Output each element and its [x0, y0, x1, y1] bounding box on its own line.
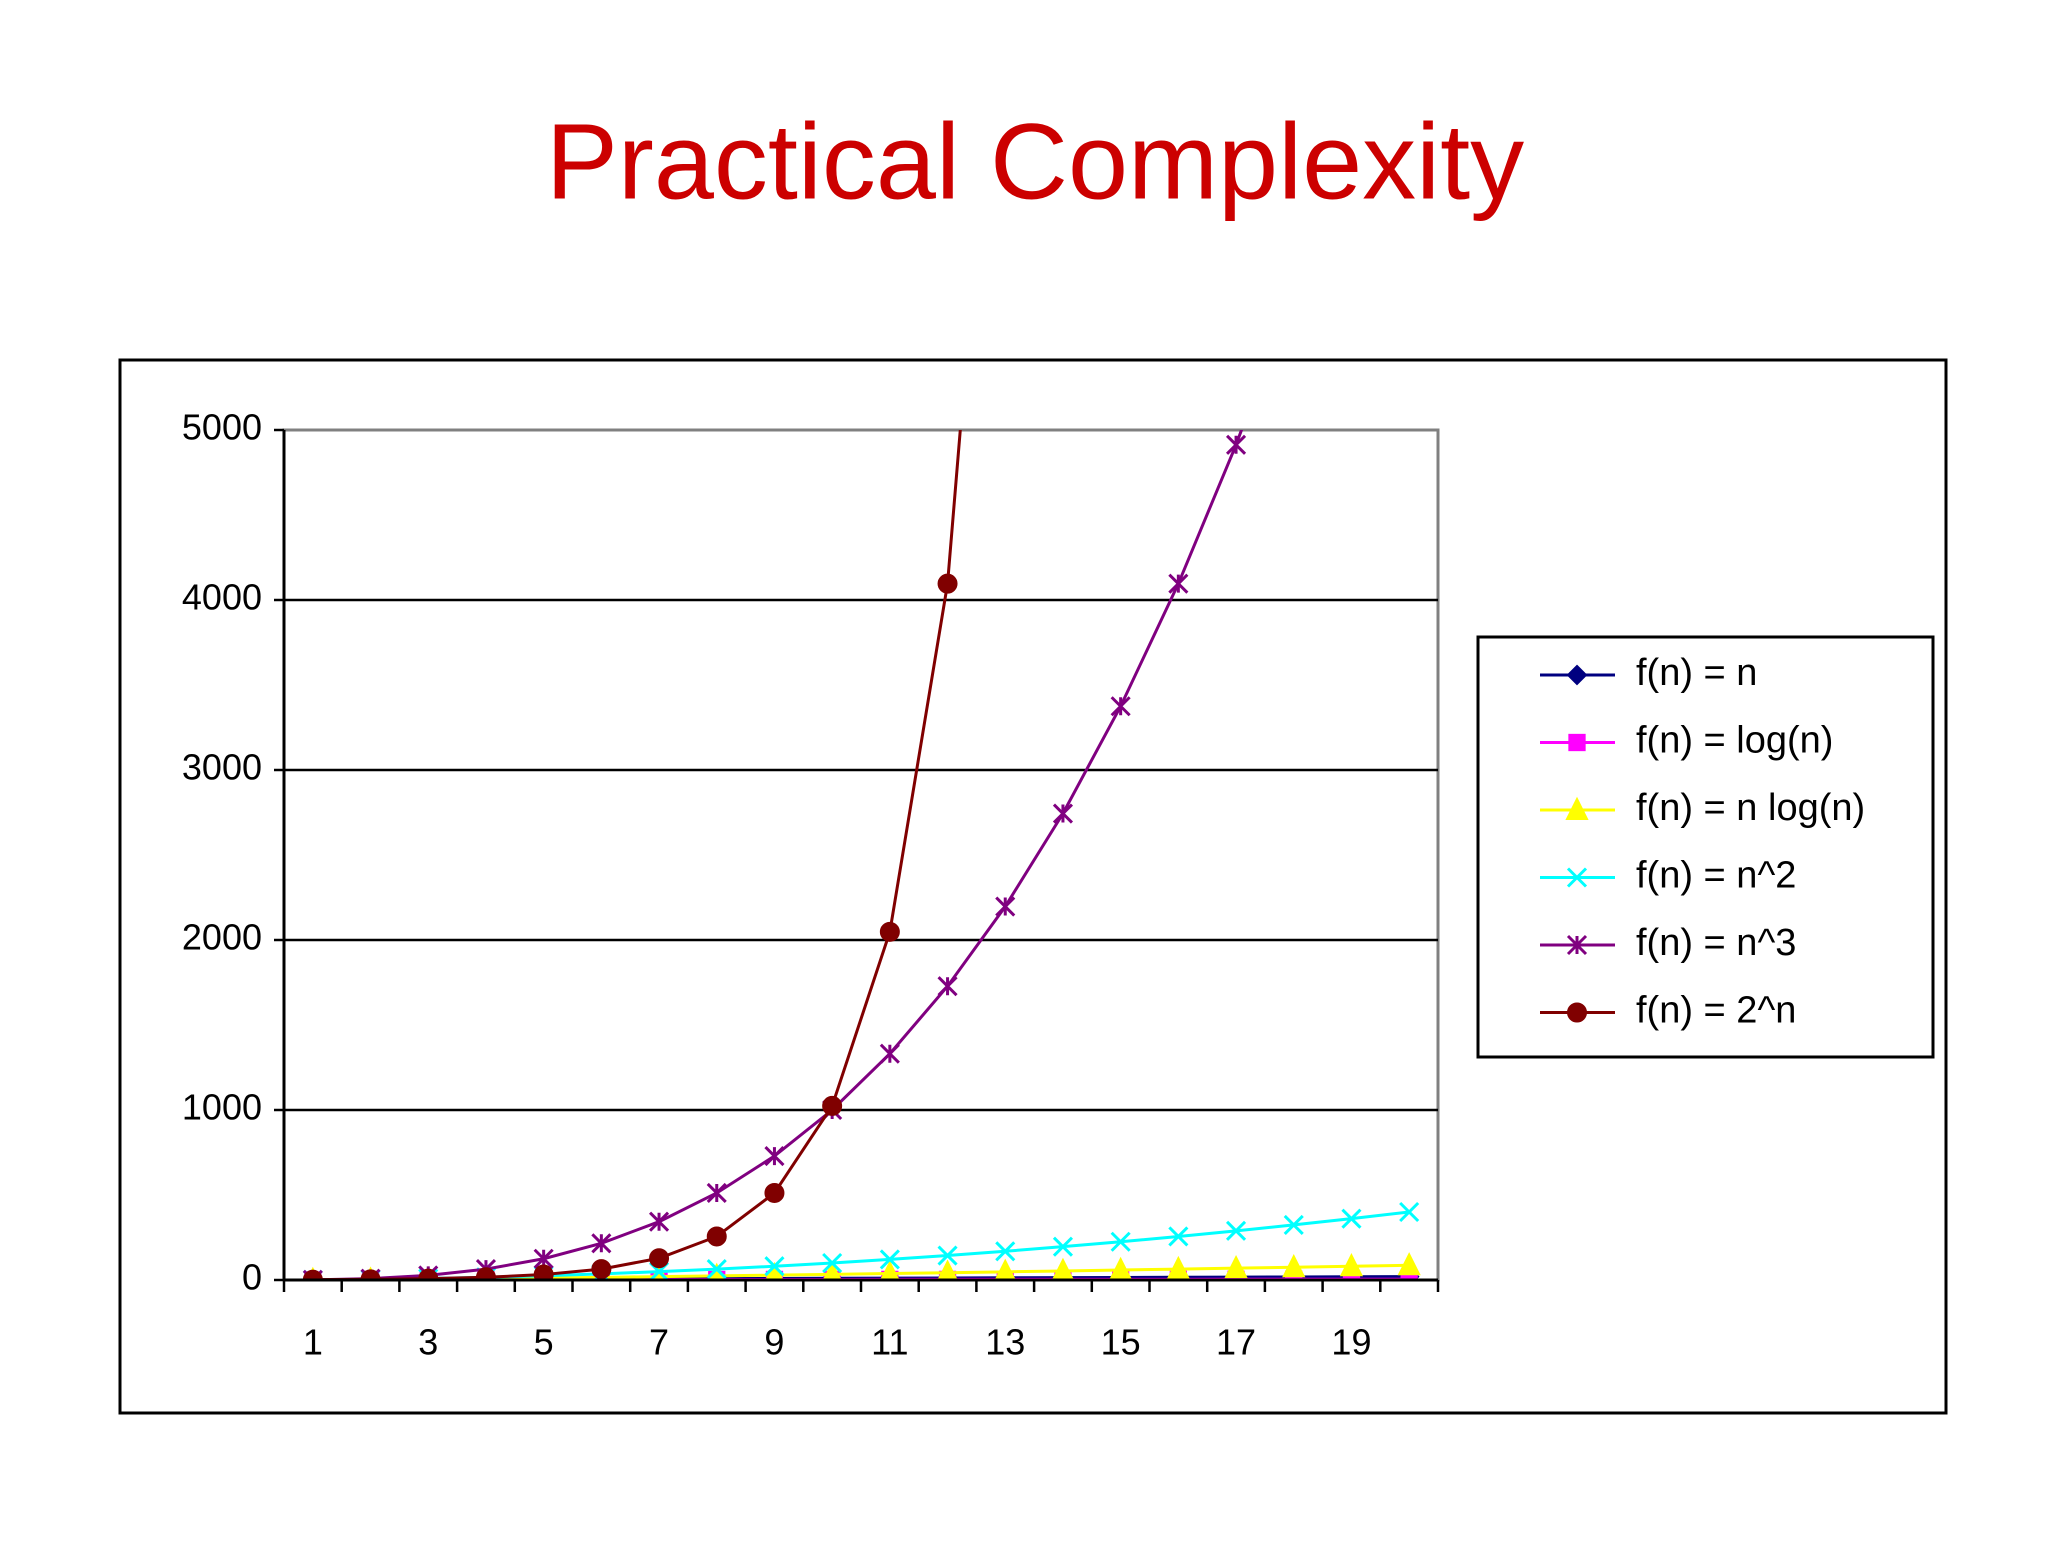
x-tick-label: 7 [649, 1322, 669, 1363]
marker [822, 1261, 842, 1280]
y-tick-label: 1000 [182, 1087, 262, 1128]
marker [1168, 573, 1189, 594]
marker [1568, 733, 1586, 752]
x-tick-label: 3 [418, 1322, 438, 1363]
x-tick-label: 13 [985, 1322, 1025, 1363]
marker [1566, 934, 1588, 956]
marker [822, 1252, 843, 1274]
marker [937, 1245, 958, 1266]
marker [533, 1264, 554, 1280]
marker [475, 1267, 496, 1280]
marker [1285, 280, 1303, 298]
marker [1283, 1214, 1304, 1235]
marker [764, 1146, 785, 1167]
legend-label: f(n) = n [1636, 652, 1757, 694]
marker [1225, 434, 1247, 455]
marker [765, 1261, 784, 1280]
x-tick-label: 17 [1216, 1322, 1256, 1363]
series-layer [302, 280, 1421, 1280]
marker [1166, 1255, 1190, 1280]
marker [764, 1256, 785, 1277]
marker [1567, 1002, 1587, 1023]
legend-label: f(n) = 2^n [1636, 990, 1796, 1032]
marker [706, 1259, 727, 1280]
marker [648, 1211, 670, 1232]
marker [1282, 1254, 1306, 1278]
marker [1339, 1253, 1364, 1277]
marker [1110, 1231, 1131, 1252]
marker [1566, 867, 1588, 888]
marker [879, 1249, 900, 1270]
plot-area [282, 428, 1440, 1282]
marker [706, 1182, 727, 1204]
marker [1397, 1252, 1421, 1276]
marker [937, 976, 958, 997]
x-tick-label: 11 [871, 1322, 908, 1363]
marker [591, 1259, 612, 1280]
marker [1341, 1208, 1362, 1229]
legend-entries: f(n) = n f(n) = log(n) f(n) = n log(n) f(n)… [1540, 652, 1865, 1032]
x-tick-label: 1 [303, 1322, 323, 1363]
x-tick-label: 5 [534, 1322, 554, 1363]
marker [995, 1241, 1016, 1262]
y-tick-label: 3000 [182, 747, 262, 788]
marker [880, 1260, 900, 1280]
marker [994, 1258, 1016, 1280]
marker [1052, 803, 1074, 824]
slide-title: Practical Complexity [546, 101, 1524, 222]
marker [879, 921, 900, 942]
marker [1052, 1236, 1074, 1257]
marker [1224, 1254, 1248, 1279]
y-tick-label: 4000 [182, 577, 262, 618]
marker [764, 1182, 785, 1203]
marker [937, 1259, 958, 1280]
grid [284, 598, 1438, 1112]
marker [706, 1226, 727, 1247]
legend-label: f(n) = log(n) [1636, 720, 1833, 762]
marker [937, 573, 958, 594]
marker [591, 1233, 612, 1254]
legend-label: f(n) = n^3 [1636, 922, 1796, 964]
marker [1168, 1226, 1189, 1247]
series-line [312, 430, 1244, 1280]
x-tick-label: 9 [764, 1322, 784, 1363]
x-tick-label: 15 [1101, 1322, 1141, 1363]
marker [879, 1043, 900, 1064]
marker [1565, 796, 1589, 820]
y-tick-label: 5000 [182, 407, 262, 448]
y-tick-label: 0 [242, 1257, 262, 1298]
legend-label: f(n) = n log(n) [1636, 787, 1865, 829]
x-tick-label: 19 [1331, 1322, 1371, 1363]
marker [995, 896, 1016, 917]
marker [1566, 664, 1588, 686]
marker [649, 1248, 670, 1269]
marker [822, 1095, 843, 1116]
legend-label: f(n) = n^2 [1636, 855, 1796, 897]
marker [1399, 1201, 1420, 1223]
y-tick-label: 2000 [182, 917, 262, 958]
legend [1476, 635, 1935, 1059]
marker [1225, 1220, 1247, 1241]
marker [1110, 696, 1131, 717]
